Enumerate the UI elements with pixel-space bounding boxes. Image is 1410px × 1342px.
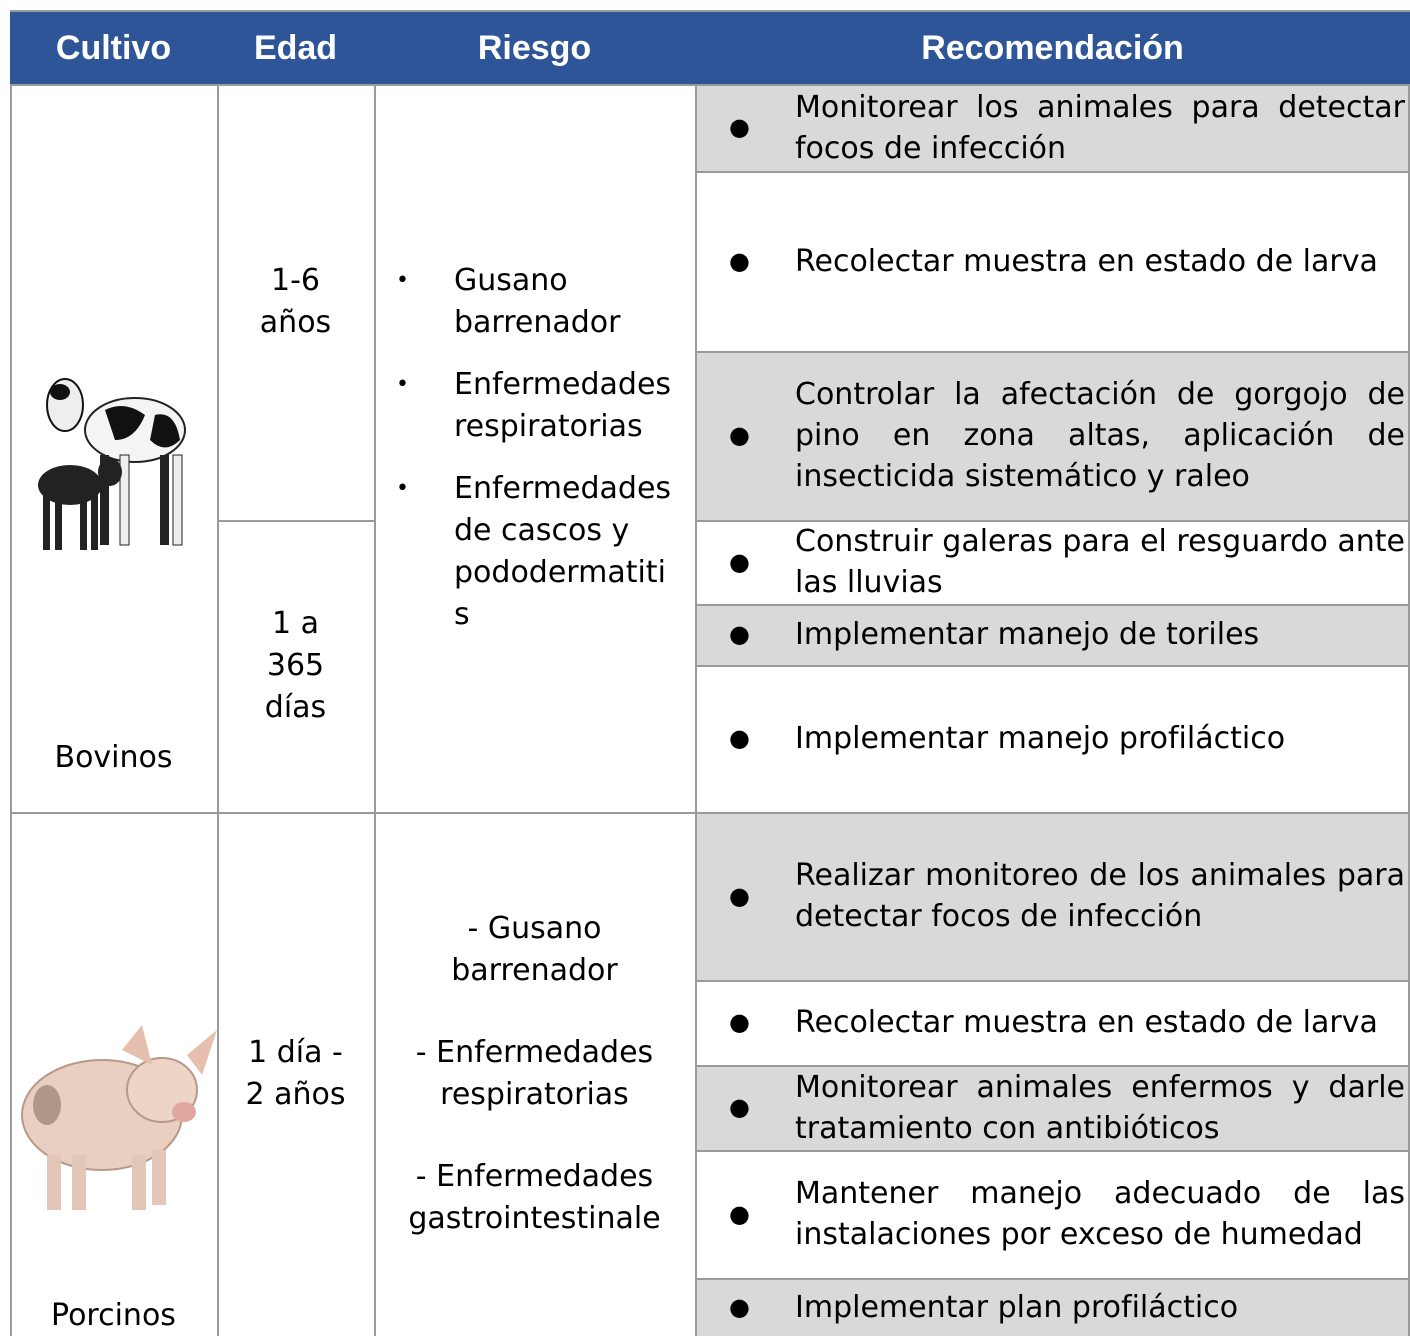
border — [10, 812, 1410, 814]
border — [10, 10, 1410, 12]
border — [695, 351, 1410, 353]
column-header: Cultivo — [10, 12, 217, 84]
border — [695, 1278, 1410, 1280]
risk: - Enfermedades gastrointestinale — [408, 1159, 661, 1236]
recommendation: Realizar monitoreo de los animales para … — [695, 812, 1410, 980]
border — [695, 604, 1410, 606]
risk: Gusano barrenador — [374, 260, 695, 344]
crop-name: Porcinos — [51, 1298, 176, 1333]
recommendation: Mantener manejo adecuado de las instalac… — [695, 1150, 1410, 1278]
border — [1408, 84, 1410, 1336]
border — [695, 665, 1410, 667]
age: 1 día - 2 años — [245, 1035, 346, 1112]
column-header: Edad — [217, 12, 374, 84]
recommendation: Implementar manejo profiláctico — [695, 665, 1410, 812]
risk-list: Gusano barrenador Enfermedades respirator… — [374, 84, 695, 812]
border — [695, 1065, 1410, 1067]
border — [10, 84, 12, 1336]
recommendation: Monitorear animales enfermos y darle tra… — [695, 1065, 1410, 1150]
border — [217, 84, 219, 1336]
risk-list: - Gusano barrenador - Enfermedades respir… — [374, 812, 695, 1336]
risk: - Enfermedades respiratorias — [415, 1035, 654, 1112]
column-header: Riesgo — [374, 12, 695, 84]
recommendation: Implementar plan profiláctico — [695, 1278, 1410, 1336]
crop-name: Bovinos — [54, 740, 173, 775]
border — [10, 84, 1410, 86]
recommendation: Implementar manejo de toriles — [695, 604, 1410, 665]
border — [695, 980, 1410, 982]
recommendation: Construir galeras para el resguardo ante… — [695, 520, 1410, 604]
risk: Enfermedades respiratorias — [374, 364, 695, 448]
border — [374, 84, 376, 1336]
age: 1 a 365 días — [264, 606, 327, 725]
column-header: Recomendación — [695, 12, 1410, 84]
recommendation: Recolectar muestra en estado de larva — [695, 980, 1410, 1065]
border — [695, 1150, 1410, 1152]
risk: Enfermedades de cascos y pododermatitis — [374, 468, 695, 636]
age: 1-6 años — [259, 263, 332, 340]
recommendation: Monitorear los animales para detectar fo… — [695, 84, 1410, 171]
border — [217, 520, 374, 522]
recommendation: Controlar la afectación de gorgojo de pi… — [695, 351, 1410, 520]
border — [695, 520, 1410, 522]
cow-image — [38, 378, 186, 550]
border — [695, 171, 1410, 173]
border — [695, 84, 697, 1336]
recommendation: Recolectar muestra en estado de larva — [695, 171, 1410, 351]
risk: - Gusano barrenador — [451, 911, 618, 988]
pig-image — [21, 1025, 217, 1210]
